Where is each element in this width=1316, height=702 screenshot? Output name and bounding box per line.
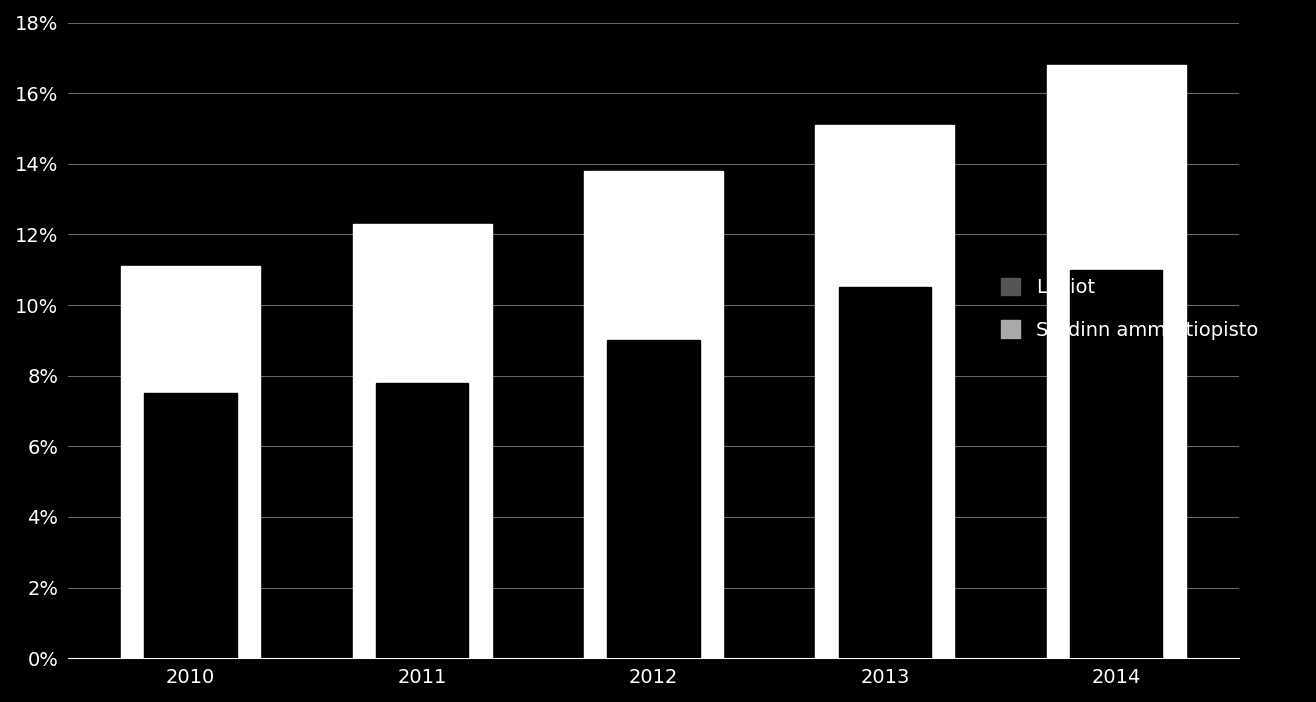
Bar	[121, 266, 261, 658]
Bar	[584, 171, 722, 658]
Bar	[1046, 65, 1186, 658]
Bar	[376, 383, 468, 658]
Bar	[145, 393, 237, 658]
Bar	[1070, 270, 1162, 658]
Bar	[607, 340, 700, 658]
Bar	[353, 224, 491, 658]
Legend: Lukiot, Stadinn ammattiopisto: Lukiot, Stadinn ammattiopisto	[991, 268, 1267, 350]
Bar	[838, 287, 932, 658]
Bar	[816, 125, 954, 658]
